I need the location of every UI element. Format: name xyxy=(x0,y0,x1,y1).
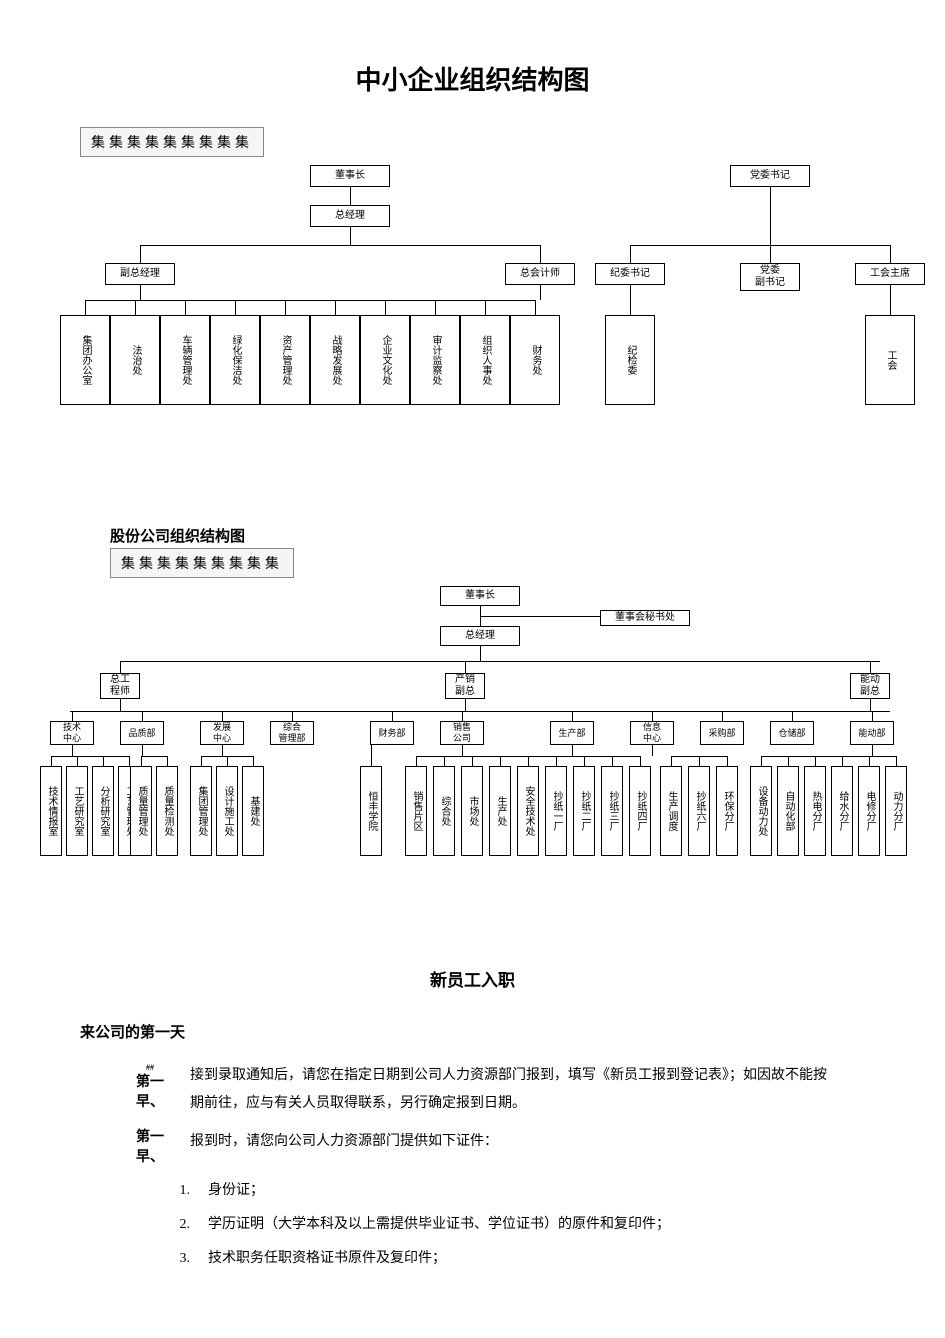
list-item-text: 技术职务任职资格证书原件及复印件； xyxy=(208,1245,835,1273)
org-node: 安全技术处 xyxy=(517,766,539,856)
org-node: 抄纸三厂 xyxy=(601,766,623,856)
org-node: 综合管理部 xyxy=(270,721,314,745)
org-node: 董事长 xyxy=(440,586,520,606)
org-node: 财务部 xyxy=(370,721,414,745)
org-chart-2: 董事长董事会秘书处总经理总工程师 产销副总 能动副总技术中心 品质部 发展中心 综合管理部… xyxy=(50,586,900,906)
entry2-label-text: 第一早、 xyxy=(136,1130,164,1165)
list-number: 3. xyxy=(110,1251,208,1267)
sub-heading: 来公司的第一天 xyxy=(80,1021,835,1042)
list-number: 2. xyxy=(110,1217,208,1233)
list-item-text: 学历证明（大学本科及以上需提供毕业证书、学位证书）的原件和复印件； xyxy=(208,1211,835,1239)
org-node: 纪检委 xyxy=(605,315,655,405)
org-node: 董事长 xyxy=(310,165,390,187)
org-node: 产销副总 xyxy=(445,673,485,699)
org-node: 总工程师 xyxy=(100,673,140,699)
org-node: 资产管理处 xyxy=(260,315,310,405)
org-node: 工艺研究室 xyxy=(66,766,88,856)
org-node: 工会 xyxy=(865,315,915,405)
text-title: 新员工入职 xyxy=(110,966,835,991)
org-node: 党委书记 xyxy=(730,165,810,187)
org-node: 市场处 xyxy=(461,766,483,856)
org-node: 基建处 xyxy=(242,766,264,856)
org-node: 综合处 xyxy=(433,766,455,856)
org-node: 销售公司 xyxy=(440,721,484,745)
org-node: 仓储部 xyxy=(770,721,814,745)
org-node: 抄纸二厂 xyxy=(573,766,595,856)
banner-1: 集集集集集集集集集 xyxy=(80,127,264,157)
org-node: 品质部 xyxy=(120,721,164,745)
org-node: 企业文化处 xyxy=(360,315,410,405)
org-node: 生产部 xyxy=(550,721,594,745)
org-node: 战略发展处 xyxy=(310,315,360,405)
org-node: 销售片区 xyxy=(405,766,427,856)
org-node: 总会计师 xyxy=(505,263,575,285)
org-node: 审计监察处 xyxy=(410,315,460,405)
entry2-label: 第一早、 xyxy=(110,1128,190,1167)
org-node: 抄纸一厂 xyxy=(545,766,567,856)
main-title: 中小企业组织结构图 xyxy=(50,60,895,97)
org-node: 车辆管理处 xyxy=(160,315,210,405)
org-node: 信息中心 xyxy=(630,721,674,745)
org-node: 设计施工处 xyxy=(216,766,238,856)
org-node: 电修分厂 xyxy=(858,766,880,856)
org-node: 抄纸四厂 xyxy=(629,766,651,856)
banner-2: 集集集集集集集集集 xyxy=(110,548,294,578)
org-node: 采购部 xyxy=(700,721,744,745)
org-node: 给水分厂 xyxy=(831,766,853,856)
org-node: 集团办公室 xyxy=(60,315,110,405)
org-node: 财务处 xyxy=(510,315,560,405)
org-node: 能动副总 xyxy=(850,673,890,699)
org-node: 发展中心 xyxy=(200,721,244,745)
text-section: 新员工入职 来公司的第一天 ## 第一早、 接到录取通知后，请您在指定日期到公司… xyxy=(50,966,895,1273)
entry1-label: ## 第一早、 xyxy=(110,1062,190,1112)
org-node: 质量检测处 xyxy=(156,766,178,856)
org-node: 生产调度 xyxy=(660,766,682,856)
org-node: 总经理 xyxy=(440,626,520,646)
org-chart-1: 董事长总经理副总经理 总会计师集团办公室法治处车辆管理处绿化保洁处资产管理处战略发… xyxy=(50,165,900,485)
org-node: 设备动力处 xyxy=(750,766,772,856)
org-node: 组织人事处 xyxy=(460,315,510,405)
section2-title: 股份公司组织结构图 xyxy=(110,525,895,546)
org-node: 总经理 xyxy=(310,205,390,227)
entry2-body: 报到时，请您向公司人力资源部门提供如下证件： xyxy=(190,1128,835,1156)
org-node: 技术情报室 xyxy=(40,766,62,856)
entry1-label-text: 第一早、 xyxy=(136,1075,164,1110)
org-node: 分析研究室 xyxy=(92,766,114,856)
org-node: 法治处 xyxy=(110,315,160,405)
list-number: 1. xyxy=(110,1183,208,1199)
list-item-text: 身份证； xyxy=(208,1177,835,1205)
org-node: 自动化部 xyxy=(777,766,799,856)
org-node: 副总经理 xyxy=(105,263,175,285)
org-node: 集团管理处 xyxy=(190,766,212,856)
org-node: 能动部 xyxy=(850,721,894,745)
org-node: 技术中心 xyxy=(50,721,94,745)
entry1-body: 接到录取通知后，请您在指定日期到公司人力资源部门报到，填写《新员工报到登记表》；… xyxy=(190,1062,835,1118)
org-node: 绿化保洁处 xyxy=(210,315,260,405)
org-node: 恒丰学院 xyxy=(360,766,382,856)
org-node: 环保分厂 xyxy=(716,766,738,856)
org-node: 党委副书记 xyxy=(740,263,800,291)
org-node: 董事会秘书处 xyxy=(600,610,690,626)
org-node: 生产处 xyxy=(489,766,511,856)
org-node: 纪委书记 xyxy=(595,263,665,285)
org-node: 质量管理处 xyxy=(130,766,152,856)
org-node: 抄纸六厂 xyxy=(688,766,710,856)
org-node: 动力分厂 xyxy=(885,766,907,856)
org-node: 工会主席 xyxy=(855,263,925,285)
org-node: 热电分厂 xyxy=(804,766,826,856)
